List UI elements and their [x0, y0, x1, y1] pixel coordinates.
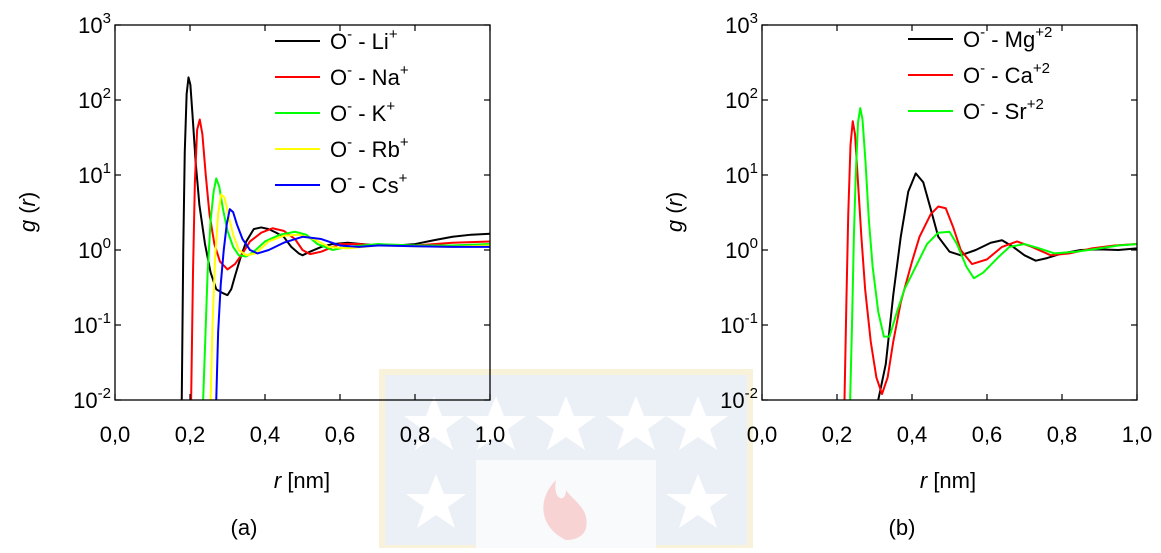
panel-a-ticks: 0,0 0,2 0,4 0,6 0,8 1,0 103 102 101 100 10-1 10-2 [73, 10, 505, 447]
panel-a-y-tick-label: 10-1 [73, 310, 111, 338]
panel-a-y-tick-label: 103 [78, 10, 111, 38]
panel-b-legend-label-1: O- - Ca+2 [963, 60, 1050, 88]
watermark-flame [543, 480, 587, 540]
panel-a-legend-label-4: O- - Cs+ [330, 170, 408, 198]
panel-a-y-tick-label: 10-2 [73, 385, 111, 413]
panel-a-ylabel: g (r) [15, 192, 40, 232]
panel-a-legend-label-3: O- - Rb+ [330, 134, 409, 162]
panel-a: 0,0 0,2 0,4 0,6 0,8 1,0 103 102 101 100 10-1 10-2 O… [15, 10, 505, 540]
panel-a-y-tick-label: 100 [78, 235, 111, 263]
panel-b-legend-label-0: O- - Mg+2 [963, 24, 1052, 52]
panel-b-label: (b) [889, 515, 916, 540]
panel-a-series-line-4 [215, 208, 490, 400]
watermark-stars [404, 396, 728, 528]
panel-a-legend-label-0: O- - Li+ [330, 26, 398, 54]
watermark-star [666, 396, 728, 450]
panel-b-x-tick-label: 0,0 [747, 422, 778, 447]
panel-b-y-tick-label: 102 [725, 85, 758, 113]
panel-b-xlabel: r [nm] [920, 468, 976, 493]
panel-a-x-tick-label: 0,2 [175, 422, 206, 447]
panel-a-y-tick-label: 101 [78, 160, 111, 188]
panel-a-x-tick-label: 0,0 [100, 422, 131, 447]
watermark-star [466, 396, 526, 450]
panel-b-series-line-0 [877, 172, 1137, 400]
panel-b-y-tick-label: 100 [725, 235, 758, 263]
panel-a-label: (a) [231, 515, 258, 540]
panel-a-x-tick-label: 0,8 [400, 422, 431, 447]
panel-a-legend-label-2: O- - K+ [330, 98, 395, 126]
panel-b-x-tick-label: 0,8 [1047, 422, 1078, 447]
panel-a-x-tick-label: 0,6 [325, 422, 356, 447]
panel-a-axes-frame [114, 24, 491, 401]
panel-b-y-tick-label: 101 [725, 160, 758, 188]
watermark-star [406, 474, 466, 528]
panel-a-series-line-1 [190, 118, 490, 400]
watermark-center-panel [476, 460, 656, 548]
panel-b-legend-label-2: O- - Sr+2 [963, 96, 1044, 124]
watermark-logo [379, 369, 753, 551]
panel-b-y-tick-label: 10-1 [720, 310, 758, 338]
panel-a-legend: O- - Li+ O- - Na+ O- - K+ O- - Rb+ O- - Cs+ [275, 26, 409, 198]
panel-b-ticks: 0,0 0,2 0,4 0,6 0,8 1,0 103 102 101 100 10-1 10-2 [720, 10, 1152, 447]
panel-a-y-tick-label: 102 [78, 85, 111, 113]
panel-b-axes-frame [761, 24, 1138, 401]
panel-b-ylabel: g (r) [662, 192, 687, 232]
watermark-frame [379, 369, 753, 551]
panel-a-x-tick-label: 1,0 [475, 422, 506, 447]
panel-b-curves [843, 107, 1137, 400]
watermark-star [666, 474, 728, 528]
panel-b-series-line-2 [849, 107, 1137, 400]
panel-a-x-tick-label: 0,4 [250, 422, 281, 447]
panel-b-legend: O- - Mg+2 O- - Ca+2 O- - Sr+2 [908, 24, 1052, 124]
panel-b-series-line-1 [843, 120, 1137, 400]
panel-b-y-tick-label: 10-2 [720, 385, 758, 413]
panel-a-curves [180, 76, 490, 400]
panel-a-series-line-2 [202, 177, 490, 400]
watermark-star [536, 396, 596, 450]
panel-b-x-tick-label: 1,0 [1122, 422, 1153, 447]
panel-b-x-tick-label: 0,6 [972, 422, 1003, 447]
panel-b-x-tick-label: 0,2 [822, 422, 853, 447]
panel-a-xlabel: r [nm] [274, 468, 330, 493]
panel-a-legend-label-1: O- - Na+ [330, 62, 409, 90]
panel-b: 0,0 0,2 0,4 0,6 0,8 1,0 103 102 101 100 10-1 10-2 O… [662, 10, 1152, 540]
panel-b-y-tick-label: 103 [725, 10, 758, 38]
watermark-star [606, 396, 666, 450]
panel-b-x-tick-label: 0,4 [897, 422, 928, 447]
watermark-star [404, 396, 464, 450]
